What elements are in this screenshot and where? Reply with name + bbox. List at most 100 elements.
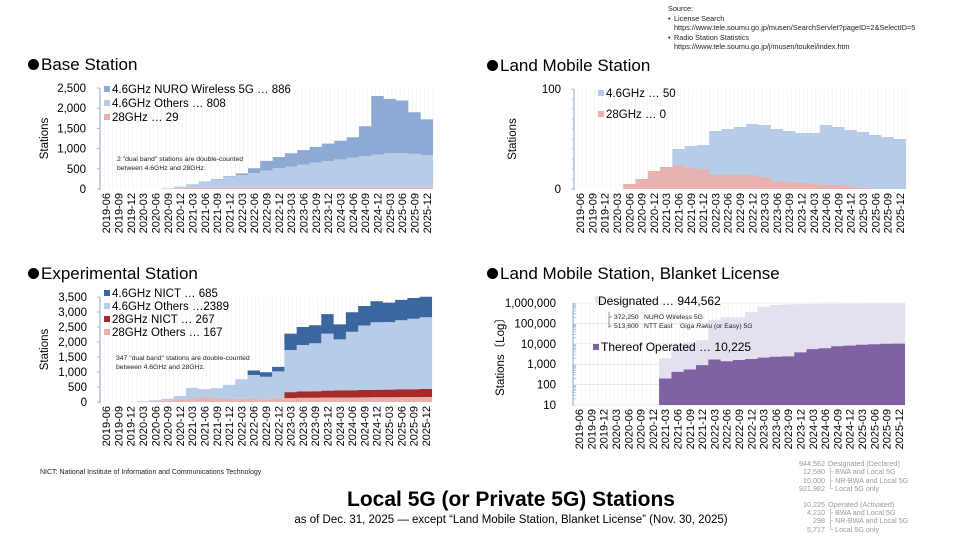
x-tick-label: 2021-03 bbox=[187, 406, 199, 446]
source-item-url[interactable]: https://www.tele.soumu.go.jp/j/musen/tou… bbox=[674, 42, 850, 52]
legend-label: 28GHz … 29 bbox=[112, 112, 178, 124]
x-tick-label: 2023-09 bbox=[310, 406, 322, 446]
annotations: 372,250 NURO Wireless 5G 513,600 NTT East Gi… bbox=[608, 312, 753, 330]
page-title-text: Local 5G (or Private 5G) Stations bbox=[347, 488, 675, 511]
x-tick-label: 2021-06 bbox=[674, 193, 686, 233]
area-4-6ghz bbox=[574, 124, 906, 189]
y-tick-label: 1,500 bbox=[57, 123, 86, 135]
x-tick-label: 2019-12 bbox=[126, 406, 138, 446]
x-tick-label: 2024-03 bbox=[335, 406, 347, 446]
x-tick-label: 2020-03 bbox=[611, 409, 623, 449]
x-tick-label: 2025-09 bbox=[883, 193, 895, 233]
legend-label: 4.6GHz NICT … 685 bbox=[112, 288, 218, 300]
area-28ghz-nict bbox=[100, 389, 432, 402]
x-tick-label: 2020-06 bbox=[151, 193, 163, 233]
x-tick-label: 2023-12 bbox=[323, 193, 335, 233]
legend: 4.6GHz NURO Wireless 5G … 886 4.6GHz Othe… bbox=[104, 84, 291, 124]
bullet-icon bbox=[487, 60, 498, 71]
x-tick-label: 2022-12 bbox=[746, 409, 758, 449]
x-tick-label: 2022-03 bbox=[710, 193, 722, 233]
x-tick-label: 2024-12 bbox=[372, 406, 384, 446]
y-tick-label: 2,000 bbox=[57, 103, 86, 115]
x-tick-label: 2023-12 bbox=[796, 193, 808, 233]
chart-landmobile: 0 100 Stations 2019-06 2019-09 2019-12 2020-03… bbox=[507, 84, 907, 233]
y-tick-label: 0 bbox=[555, 184, 561, 196]
summary-row: 4,210 ├ BWA and Local 5G bbox=[782, 508, 908, 518]
x-tick-label: 2023-03 bbox=[759, 409, 771, 449]
x-tick-label: 2024-12 bbox=[846, 193, 858, 233]
y-tick-label: 100 bbox=[537, 380, 556, 392]
x-tick-label: 2025-12 bbox=[894, 409, 906, 449]
y-tick-label: 0 bbox=[81, 397, 87, 409]
series-areas bbox=[574, 124, 906, 189]
y-tick-label: 2,000 bbox=[58, 337, 87, 349]
x-tick-label: 2021-09 bbox=[212, 406, 224, 446]
x-tick-label: 2025-09 bbox=[410, 193, 422, 233]
chart-title: Land Mobile Station bbox=[500, 56, 651, 75]
x-tick-label: 2025-09 bbox=[882, 409, 894, 449]
source-item-url[interactable]: https://www.tele.soumu.go.jp/musen/Searc… bbox=[674, 23, 916, 33]
summary-value: 4,210 bbox=[807, 508, 825, 518]
x-tick-label: 2019-09 bbox=[113, 406, 125, 446]
page-subtitle-text: as of Dec. 31, 2025 — except “Land Mobil… bbox=[294, 514, 728, 526]
y-tick-label: 100 bbox=[542, 84, 561, 96]
series-areas bbox=[100, 96, 433, 189]
summary-value: 944,562 bbox=[799, 459, 825, 468]
x-tick-label: 2020-06 bbox=[623, 409, 635, 449]
x-tick-label: 2025-03 bbox=[857, 409, 869, 449]
y-tick-label: 1,500 bbox=[58, 352, 87, 364]
x-tick-label: 2021-12 bbox=[224, 406, 236, 446]
x-tick-label: 2025-12 bbox=[422, 193, 434, 233]
source-heading: Source: bbox=[668, 4, 694, 13]
chart-annotation: 2 "dual band" stations are double-counte… bbox=[117, 156, 243, 163]
x-tick-label: 2025-03 bbox=[858, 193, 870, 233]
page-title: Local 5G (or Private 5G) Stations bbox=[0, 488, 960, 512]
y-tick-label: 500 bbox=[67, 164, 86, 176]
x-tick-label: 2021-03 bbox=[188, 193, 200, 233]
y-axis-label: Stations bbox=[39, 328, 51, 370]
x-tick-label: 2020-09 bbox=[637, 193, 649, 233]
section-title-base: Base Station bbox=[28, 55, 137, 75]
chart-title: Experimental Station bbox=[41, 264, 198, 283]
section-title-landmobile: Land Mobile Station bbox=[487, 56, 650, 76]
x-tick-label: 2022-12 bbox=[273, 406, 285, 446]
summary-row: 921,982 └ Local 5G only bbox=[782, 484, 908, 493]
x-tick-label: 2025-12 bbox=[895, 193, 907, 233]
x-tick-label: 2024-09 bbox=[833, 193, 845, 233]
x-tick-label: 2020-12 bbox=[175, 193, 187, 233]
x-tick-label: 2024-06 bbox=[348, 193, 360, 233]
x-tick-label: 2021-12 bbox=[225, 193, 237, 233]
x-tick-label: 2019-06 bbox=[101, 406, 113, 446]
x-tick-label: 2025-12 bbox=[421, 406, 433, 446]
annotation-label: Giga Raku (or Easy) 5G bbox=[680, 323, 753, 330]
summary-label: Designated (Declared) bbox=[828, 459, 900, 468]
chart-title: Base Station bbox=[41, 55, 138, 74]
x-tick-label: 2023-09 bbox=[311, 193, 323, 233]
annotation-label: NURO Wireless 5G bbox=[644, 314, 703, 321]
x-tick-label: 2023-09 bbox=[783, 409, 795, 449]
summary-row: 12,580 ├ BWA and Local 5G bbox=[782, 467, 908, 477]
x-tick-label: 2024-09 bbox=[832, 409, 844, 449]
legend-label: 28GHz Others … 167 bbox=[112, 327, 223, 339]
x-tick-label: 2020-03 bbox=[612, 193, 624, 233]
x-tick-label: 2025-09 bbox=[409, 406, 421, 446]
x-tick-label: 2024-12 bbox=[845, 409, 857, 449]
y-tick-label: 1,000 bbox=[58, 367, 87, 379]
legend-swatch bbox=[104, 114, 110, 120]
y-tick-label: 100,000 bbox=[514, 318, 556, 330]
x-tick-label: 2020-12 bbox=[648, 409, 660, 449]
x-tick-label: 2019-06 bbox=[574, 409, 586, 449]
area-4-6ghz-nict bbox=[100, 296, 432, 402]
summary-row: 10,225 Operated (Activated) bbox=[782, 500, 908, 509]
summary-value: 12,580 bbox=[803, 467, 825, 477]
page-subtitle: as of Dec. 31, 2025 — except “Land Mobil… bbox=[0, 514, 960, 526]
summary-row: 944,562 Designated (Declared) bbox=[782, 459, 908, 468]
x-tick-label: 2024-03 bbox=[809, 193, 821, 233]
x-tick-label: 2019-09 bbox=[586, 409, 598, 449]
section-title-experimental: Experimental Station bbox=[28, 264, 198, 284]
x-tick-label: 2023-12 bbox=[322, 406, 334, 446]
summary-label: ├ NR-BWA and Local 5G bbox=[828, 516, 909, 526]
